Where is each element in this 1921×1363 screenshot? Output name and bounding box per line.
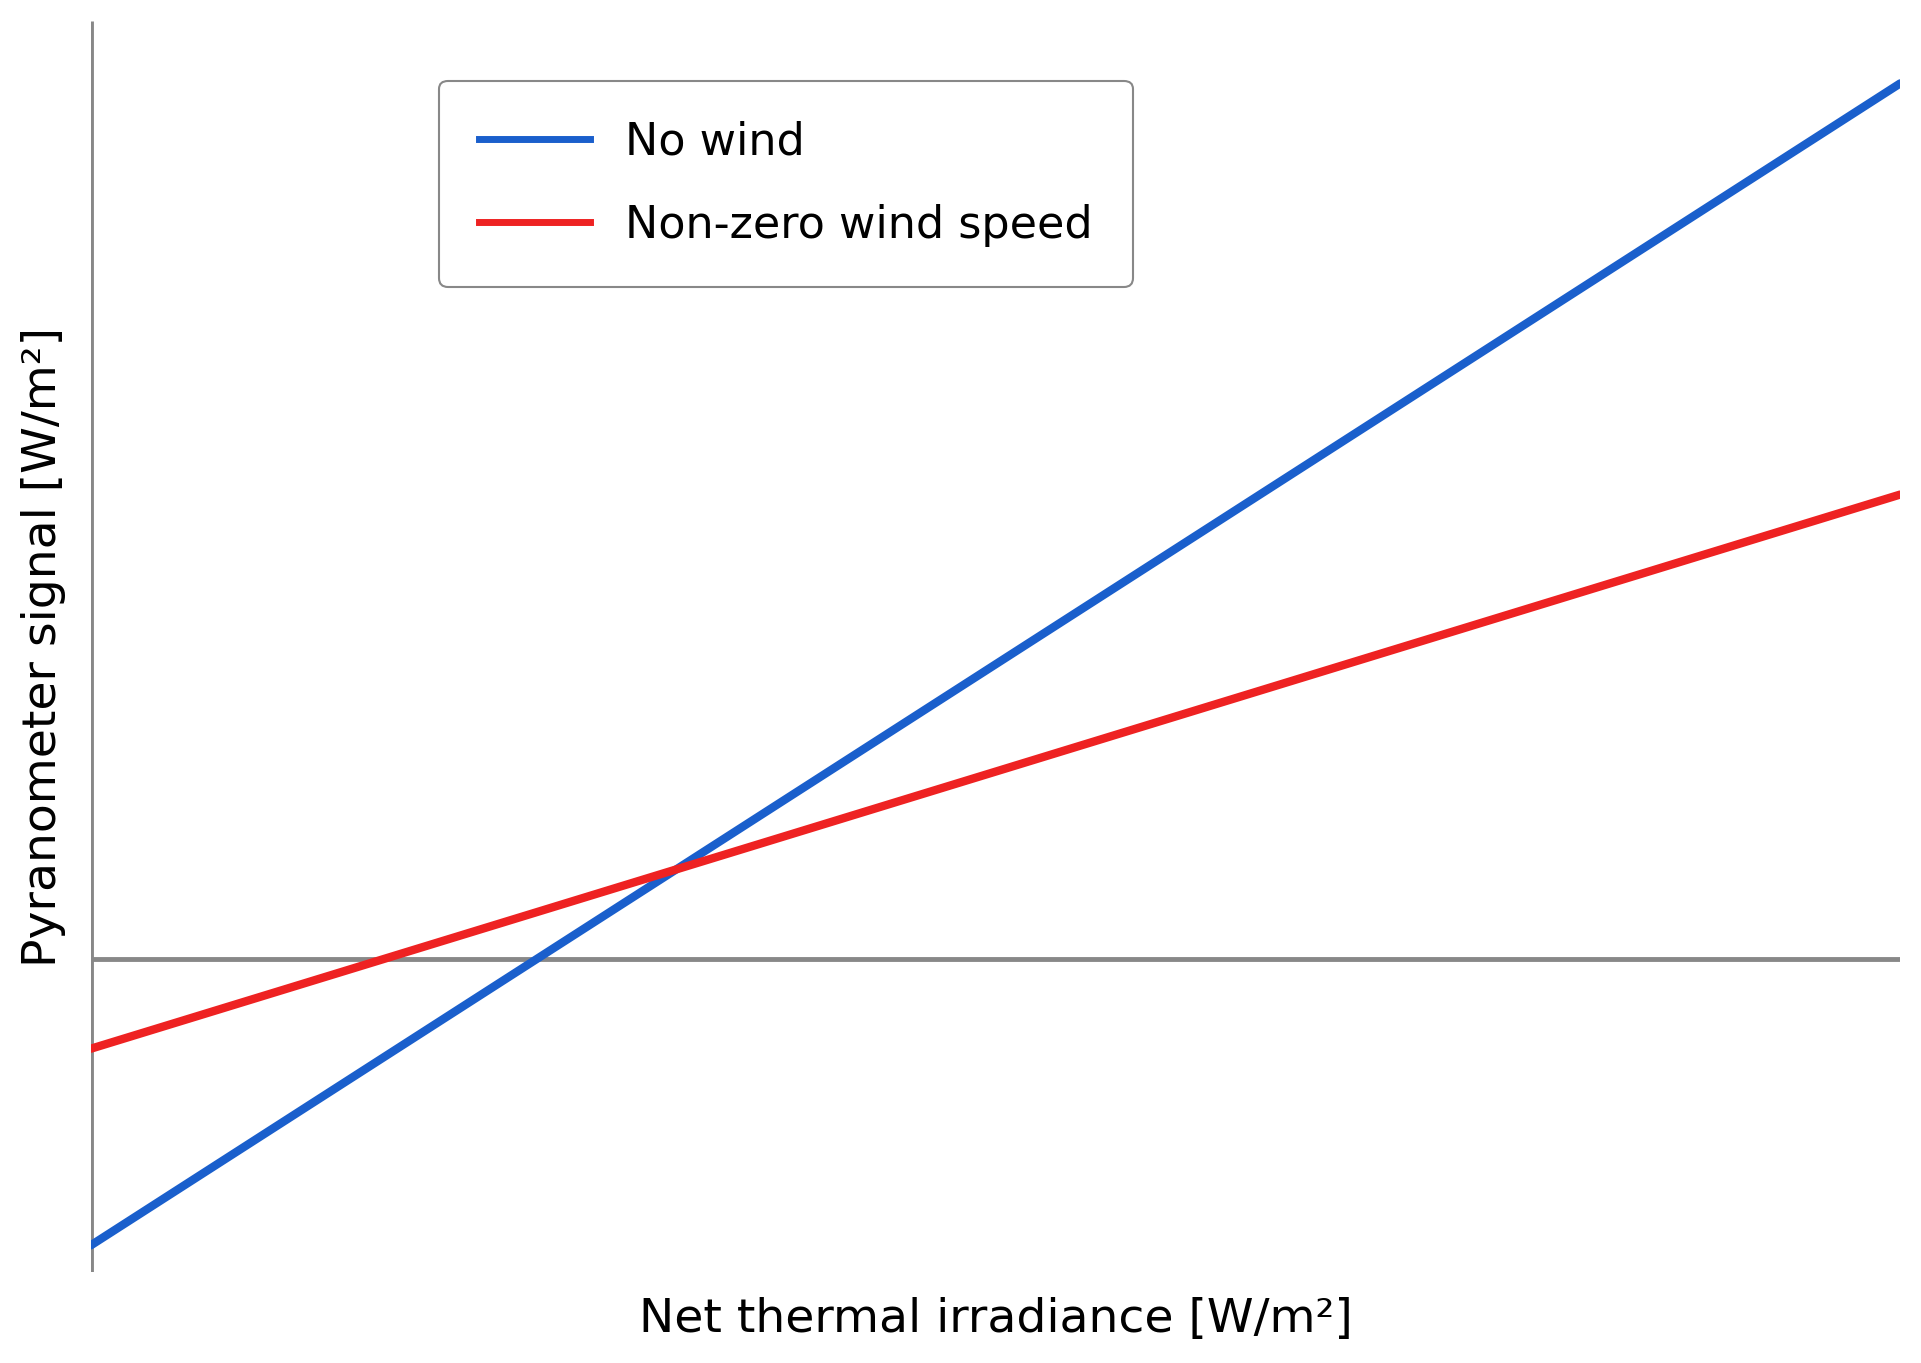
Legend: No wind, Non-zero wind speed: No wind, Non-zero wind speed: [438, 80, 1133, 286]
Y-axis label: Pyranometer signal [W/m²]: Pyranometer signal [W/m²]: [21, 327, 65, 966]
X-axis label: Net thermal irradiance [W/m²]: Net thermal irradiance [W/m²]: [638, 1298, 1352, 1343]
